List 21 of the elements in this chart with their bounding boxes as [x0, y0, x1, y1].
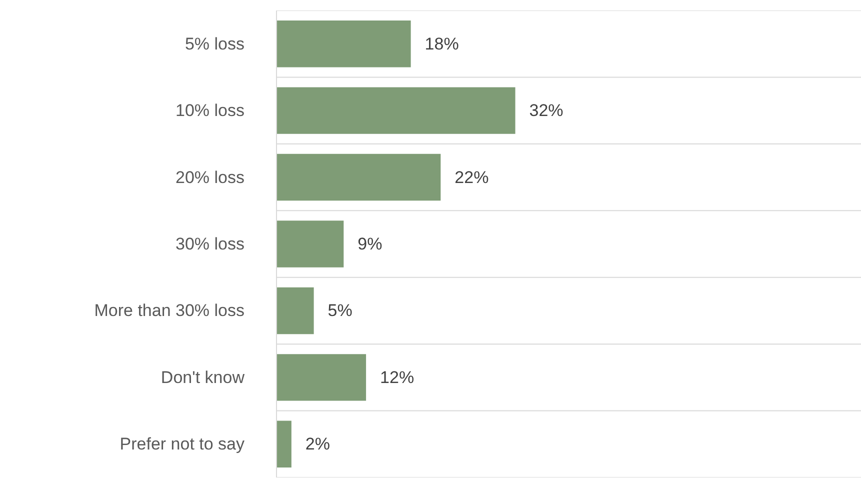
- y-tick-label: 30% loss: [176, 234, 245, 254]
- y-tick-label: Prefer not to say: [120, 434, 245, 454]
- data-label: 32%: [529, 101, 564, 120]
- data-label: 12%: [380, 368, 414, 387]
- bar: [276, 220, 344, 268]
- data-label: 5%: [328, 301, 352, 320]
- bar: [276, 20, 411, 68]
- bar: [276, 287, 314, 334]
- y-tick-label: Don't know: [160, 368, 246, 387]
- bar: [276, 87, 516, 134]
- y-tick-label: More than 30% loss: [94, 301, 245, 320]
- bar: [276, 420, 292, 468]
- y-tick-label: 10% loss: [176, 101, 245, 120]
- bar: [276, 354, 366, 401]
- data-label: 18%: [424, 34, 459, 54]
- data-label: 9%: [358, 234, 382, 254]
- y-tick-label: 5% loss: [184, 34, 245, 54]
- data-label: 2%: [305, 434, 330, 454]
- bar: [276, 154, 441, 201]
- y-tick-label: 20% loss: [176, 168, 245, 187]
- data-label: 22%: [454, 168, 489, 187]
